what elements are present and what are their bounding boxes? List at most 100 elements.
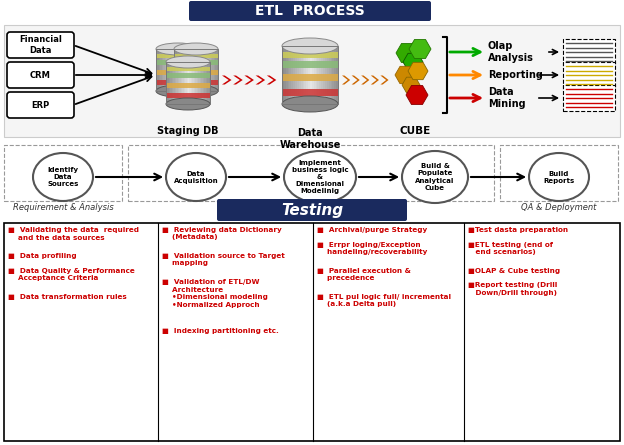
Bar: [156, 69, 200, 75]
Text: Data
Mining: Data Mining: [488, 87, 525, 109]
Bar: [165, 49, 166, 91]
Text: ■  Vaildation source to Target
    mapping: ■ Vaildation source to Target mapping: [162, 253, 285, 267]
Text: Financial
Data: Financial Data: [19, 35, 62, 55]
Bar: [282, 61, 338, 68]
Bar: [178, 62, 179, 104]
Ellipse shape: [166, 98, 210, 110]
Bar: [334, 46, 336, 104]
Text: CRM: CRM: [30, 70, 51, 80]
Bar: [303, 46, 305, 104]
Text: ■  Data profiling: ■ Data profiling: [8, 253, 77, 259]
Ellipse shape: [402, 151, 468, 203]
Polygon shape: [371, 76, 379, 85]
Text: ■  Validation of ETL/DW
    Architecture
    •Dimensional modeling
    •Normaliz: ■ Validation of ETL/DW Architecture •Dim…: [162, 279, 268, 307]
Bar: [173, 62, 175, 104]
Text: ■  Reviewing data Dictionary
    (Metadata): ■ Reviewing data Dictionary (Metadata): [162, 227, 282, 240]
Text: ■  Parallel execution &
    precedence: ■ Parallel execution & precedence: [317, 267, 411, 281]
Text: Build
Reports: Build Reports: [544, 170, 575, 183]
Text: Data
Acquisition: Data Acquisition: [173, 170, 218, 183]
Bar: [203, 62, 204, 104]
Text: QA & Deployment: QA & Deployment: [521, 203, 597, 212]
Bar: [168, 49, 169, 91]
FancyBboxPatch shape: [4, 223, 620, 441]
Bar: [282, 89, 338, 96]
Bar: [178, 49, 180, 91]
Text: Design & Coding: Design & Coding: [276, 203, 346, 212]
Bar: [202, 49, 203, 91]
Bar: [192, 49, 193, 91]
Polygon shape: [351, 76, 360, 85]
FancyBboxPatch shape: [7, 62, 74, 88]
Text: ■OLAP & Cube testing: ■OLAP & Cube testing: [468, 267, 560, 274]
Bar: [318, 46, 319, 104]
Bar: [170, 62, 172, 104]
Bar: [183, 62, 185, 104]
Bar: [183, 49, 184, 91]
Bar: [190, 49, 191, 91]
Bar: [197, 49, 198, 91]
Bar: [193, 49, 194, 91]
Bar: [182, 62, 183, 104]
Bar: [181, 49, 182, 91]
Bar: [208, 62, 210, 104]
Text: ■  Errpr loging/Exception
    handeling/recoverability: ■ Errpr loging/Exception handeling/recov…: [317, 242, 427, 255]
Bar: [310, 46, 312, 104]
Ellipse shape: [33, 153, 93, 201]
Bar: [184, 49, 186, 91]
Bar: [174, 53, 218, 58]
Bar: [196, 49, 197, 91]
Bar: [217, 49, 218, 91]
Text: ■ETL testing (end of
   end scenarios): ■ETL testing (end of end scenarios): [468, 242, 553, 255]
Bar: [166, 62, 210, 104]
Bar: [205, 62, 207, 104]
Bar: [166, 93, 210, 98]
Ellipse shape: [156, 43, 200, 55]
FancyBboxPatch shape: [7, 92, 74, 118]
Bar: [200, 49, 202, 91]
Bar: [209, 49, 211, 91]
Ellipse shape: [174, 85, 218, 97]
Bar: [207, 62, 208, 104]
Ellipse shape: [282, 96, 338, 112]
Ellipse shape: [174, 43, 218, 55]
Bar: [188, 49, 190, 91]
Bar: [319, 46, 321, 104]
Bar: [197, 62, 198, 104]
FancyBboxPatch shape: [563, 39, 615, 65]
Bar: [192, 62, 194, 104]
Bar: [175, 49, 177, 91]
Bar: [186, 49, 187, 91]
Bar: [331, 46, 333, 104]
Bar: [191, 62, 192, 104]
Bar: [204, 62, 205, 104]
Text: Identify
Data
Sources: Identify Data Sources: [47, 167, 79, 187]
Text: ■  Archival/purge Strategy: ■ Archival/purge Strategy: [317, 227, 427, 233]
Bar: [295, 46, 297, 104]
Bar: [200, 62, 201, 104]
Bar: [194, 49, 195, 91]
Bar: [207, 49, 208, 91]
Bar: [166, 62, 167, 104]
Bar: [205, 49, 207, 91]
Bar: [193, 49, 195, 91]
Bar: [174, 49, 218, 91]
Text: ■  Validating the data  required
    and the data sources: ■ Validating the data required and the d…: [8, 227, 139, 240]
Bar: [160, 49, 162, 91]
Text: ERP: ERP: [31, 101, 50, 109]
Bar: [182, 49, 183, 91]
Bar: [299, 46, 301, 104]
Bar: [177, 49, 178, 91]
Bar: [175, 62, 176, 104]
Text: ■  Data transformation rules: ■ Data transformation rules: [8, 294, 127, 299]
Bar: [306, 46, 308, 104]
Text: ■  Indexing partitioning etc.: ■ Indexing partitioning etc.: [162, 328, 279, 334]
Bar: [175, 49, 177, 91]
Bar: [156, 60, 200, 65]
Bar: [188, 62, 190, 104]
Polygon shape: [381, 76, 389, 85]
Bar: [172, 49, 173, 91]
Bar: [282, 74, 338, 81]
Text: CUBE: CUBE: [399, 126, 431, 136]
Bar: [325, 46, 327, 104]
Bar: [312, 46, 314, 104]
